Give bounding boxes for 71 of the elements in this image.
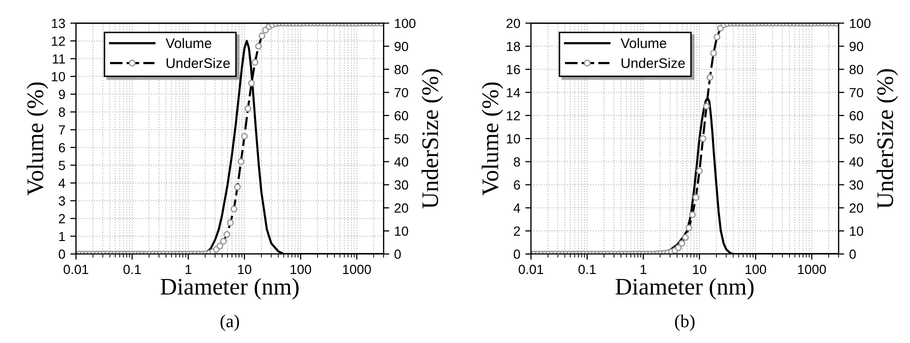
y-tick-label: 1	[59, 232, 65, 242]
legend-label: Volume	[620, 38, 666, 48]
y-tick-label: 14	[506, 88, 520, 98]
x-axis-title: Diameter (nm)	[616, 278, 754, 300]
y2-tick-label: 40	[394, 157, 408, 167]
y2-tick-label: 90	[850, 42, 864, 52]
y-axis-title: Volume (%)	[482, 82, 504, 196]
x-tick-label: 0.1	[123, 264, 141, 274]
x-tick-label: 0.01	[64, 264, 88, 274]
y-tick-label: 9	[58, 90, 65, 100]
x-tick-label: 10	[693, 264, 706, 274]
x-axis-title: Diameter (nm)	[160, 278, 299, 300]
y-tick-label: 7	[58, 125, 65, 134]
y-tick-label: 18	[506, 42, 520, 52]
y2-tick-label: 90	[394, 42, 408, 52]
x-tick-label: 1	[640, 264, 646, 274]
y-tick-label: 4	[514, 204, 520, 213]
y2-tick-label: 10	[394, 226, 408, 236]
y-tick-label: 5	[58, 160, 66, 170]
y-tick-label: 2	[58, 214, 65, 224]
y2-axis-title: UnderSize (%)	[422, 69, 443, 209]
y2-tick-label: 20	[850, 203, 864, 213]
y2-tick-label: 10	[850, 226, 864, 236]
y-tick-label: 4	[58, 178, 66, 188]
y2-tick-label: 30	[849, 180, 864, 190]
y-tick-label: 11	[52, 54, 65, 64]
y2-tick-label: 60	[850, 111, 864, 120]
y-tick-label: 12	[52, 36, 65, 46]
x-tick-label: 10	[238, 264, 252, 274]
y-tick-label: 12	[506, 111, 520, 120]
y2-tick-label: 60	[394, 111, 408, 120]
x-tick-label: 1000	[343, 264, 371, 274]
y-tick-label: 0	[58, 250, 66, 259]
y2-tick-label: 40	[849, 157, 864, 167]
y2-tick-label: 100	[394, 18, 416, 28]
x-tick-label: 0.1	[578, 264, 596, 274]
y-tick-label: 10	[506, 134, 520, 144]
x-tick-label: 0.01	[518, 264, 544, 274]
y-tick-label: 10	[52, 72, 66, 82]
y2-tick-label: 70	[394, 88, 408, 98]
y2-tick-label: 20	[394, 203, 408, 213]
y2-tick-label: 100	[850, 18, 870, 28]
y-tick-label: 13	[52, 18, 65, 28]
y-tick-label: 0	[514, 250, 520, 259]
y2-axis-title: UnderSize (%)	[876, 69, 898, 209]
y-tick-label: 8	[58, 108, 65, 117]
y-tick-label: 20	[506, 18, 520, 28]
y2-tick-label: 50	[850, 134, 864, 144]
y-axis-title: Volume (%)	[26, 82, 48, 196]
x-tick-label: 1000	[798, 264, 826, 274]
y2-tick-label: 0	[849, 250, 856, 259]
y2-tick-label: 50	[394, 134, 408, 144]
legend-label: Volume	[166, 38, 212, 48]
y-tick-label: 6	[514, 180, 520, 190]
y-tick-label: 2	[514, 226, 520, 236]
y-tick-label: 8	[514, 157, 520, 167]
x-tick-label: 1	[186, 264, 192, 274]
y2-tick-label: 0	[394, 250, 401, 259]
x-tick-label: 100	[746, 264, 766, 274]
y2-tick-label: 80	[394, 64, 408, 74]
y-tick-label: 16	[506, 64, 520, 74]
legend-label: UnderSize	[166, 58, 230, 68]
y2-tick-label: 80	[850, 64, 864, 74]
y2-tick-label: 30	[394, 180, 408, 190]
y-tick-label: 3	[58, 196, 65, 206]
y2-tick-label: 70	[850, 88, 864, 98]
x-tick-label: 100	[290, 264, 312, 274]
text: (b)	[675, 314, 695, 331]
text: (a)	[220, 314, 239, 331]
legend-label: UnderSize	[622, 58, 685, 68]
y-tick-label: 6	[58, 143, 65, 152]
